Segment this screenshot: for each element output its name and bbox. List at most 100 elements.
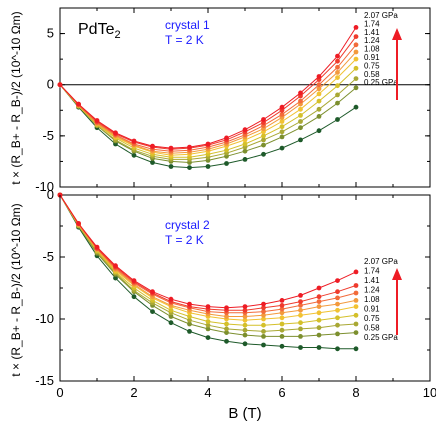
data-point bbox=[279, 343, 285, 349]
data-point bbox=[353, 34, 359, 39]
x-tick-label: 0 bbox=[56, 385, 63, 400]
data-point bbox=[279, 134, 285, 140]
data-point bbox=[353, 56, 359, 62]
data-point bbox=[168, 145, 174, 151]
data-point bbox=[298, 345, 303, 350]
data-point bbox=[205, 164, 211, 169]
data-point bbox=[261, 137, 266, 143]
series-line bbox=[59, 194, 357, 309]
data-point bbox=[242, 148, 248, 154]
data-point bbox=[298, 307, 303, 313]
x-tick-label: 6 bbox=[278, 385, 285, 400]
data-point bbox=[187, 314, 192, 319]
data-point bbox=[187, 301, 192, 307]
data-point bbox=[242, 332, 248, 338]
series-line bbox=[59, 194, 357, 311]
data-point bbox=[131, 152, 137, 158]
x-tick-label: 10 bbox=[423, 385, 436, 400]
data-point bbox=[187, 165, 192, 171]
y-ticks-bottom: 0 -5 -10 -15 bbox=[35, 187, 430, 388]
data-point bbox=[298, 293, 303, 298]
data-point bbox=[224, 330, 229, 335]
data-point bbox=[224, 147, 229, 153]
data-point bbox=[224, 326, 229, 332]
data-point bbox=[168, 314, 174, 319]
data-point bbox=[76, 101, 81, 107]
data-point bbox=[261, 312, 266, 318]
data-point bbox=[113, 263, 118, 269]
pressure-arrow-bottom bbox=[392, 268, 402, 335]
data-point bbox=[335, 64, 340, 70]
data-point bbox=[298, 299, 303, 304]
pressure-label: 0.58 bbox=[364, 70, 380, 79]
data-point bbox=[335, 315, 340, 321]
pressure-label: 0.91 bbox=[364, 53, 380, 62]
data-point bbox=[316, 332, 322, 338]
data-point bbox=[298, 303, 303, 308]
data-point bbox=[205, 304, 211, 309]
data-point bbox=[150, 289, 155, 295]
y-tick-label: 0 bbox=[47, 77, 54, 92]
data-point bbox=[76, 221, 81, 226]
data-point bbox=[168, 320, 174, 326]
data-point bbox=[298, 312, 303, 318]
pressure-label: 2.07 GPa bbox=[364, 257, 398, 266]
data-point bbox=[224, 321, 229, 327]
panel-crystal-2: 0 -5 -10 -15 crystal 2 T = 2 K 2.07 GPa1.74… bbox=[9, 187, 431, 388]
data-point bbox=[279, 334, 285, 339]
data-point bbox=[261, 334, 266, 339]
data-point bbox=[335, 117, 340, 122]
data-point bbox=[353, 25, 359, 30]
data-point bbox=[335, 75, 340, 80]
series-bottom bbox=[57, 192, 359, 352]
data-point bbox=[335, 322, 340, 328]
data-point bbox=[298, 125, 303, 131]
data-point bbox=[261, 142, 266, 148]
data-point bbox=[335, 289, 340, 295]
data-point bbox=[261, 133, 266, 139]
pressure-legend-top: 2.07 GPa1.741.411.241.080.910.750.580.25… bbox=[364, 11, 398, 87]
data-point bbox=[187, 144, 192, 150]
data-point bbox=[224, 314, 229, 319]
data-point bbox=[316, 299, 322, 304]
pressure-label: 1.74 bbox=[364, 19, 380, 28]
data-point bbox=[353, 269, 359, 275]
data-point bbox=[205, 322, 211, 328]
pressure-label: 0.25 GPa bbox=[364, 333, 398, 342]
data-point bbox=[353, 42, 359, 48]
data-point bbox=[187, 321, 192, 327]
data-point bbox=[168, 307, 174, 313]
data-point bbox=[242, 322, 248, 328]
pressure-label: 1.74 bbox=[364, 267, 380, 276]
data-point bbox=[353, 304, 359, 309]
data-point bbox=[335, 83, 340, 89]
pressure-arrow-top bbox=[392, 28, 402, 100]
data-point bbox=[316, 98, 322, 104]
data-point bbox=[168, 164, 174, 169]
data-point bbox=[242, 127, 248, 133]
data-point bbox=[150, 309, 155, 314]
data-point bbox=[335, 70, 340, 75]
data-point bbox=[131, 138, 137, 144]
data-point bbox=[316, 304, 322, 309]
pressure-legend-bottom: 2.07 GPa1.741.411.241.080.910.750.580.25… bbox=[364, 257, 398, 342]
data-point bbox=[261, 305, 266, 311]
data-point bbox=[353, 65, 359, 71]
data-point bbox=[57, 82, 63, 88]
pressure-label: 1.24 bbox=[364, 286, 380, 295]
data-point bbox=[335, 295, 340, 301]
data-point bbox=[298, 106, 303, 112]
data-point bbox=[298, 137, 303, 143]
data-point bbox=[150, 143, 155, 149]
y-tick-label: -5 bbox=[42, 128, 54, 143]
data-point bbox=[261, 301, 266, 307]
y-axis-label-top: t × (R_B+ - R_B-)/2 (10^-10 Ωm) bbox=[9, 11, 23, 184]
x-tick-label: 8 bbox=[352, 385, 359, 400]
data-point bbox=[335, 100, 340, 106]
data-point bbox=[187, 329, 192, 334]
data-point bbox=[316, 325, 322, 331]
x-axis-label: B (T) bbox=[228, 405, 261, 422]
y-tick-label: -10 bbox=[35, 179, 54, 194]
data-point bbox=[335, 58, 340, 64]
data-point bbox=[205, 319, 211, 324]
